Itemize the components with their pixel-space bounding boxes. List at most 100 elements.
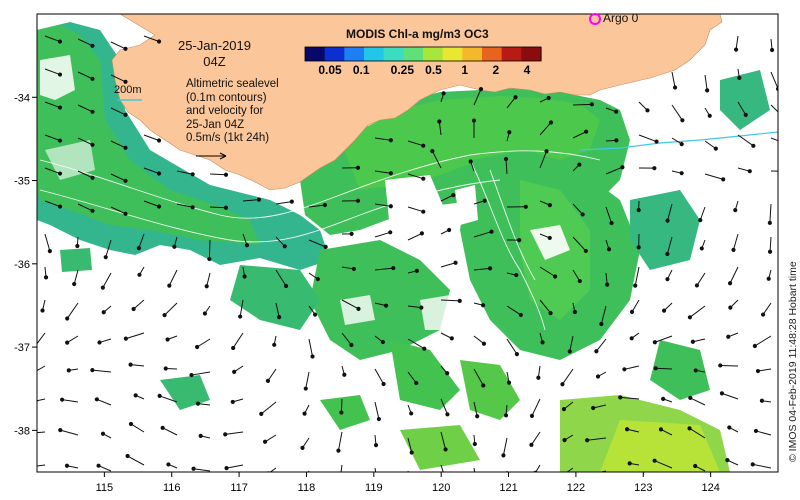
velocity-arrow (275, 199, 294, 205)
velocity-arrow (652, 335, 673, 345)
velocity-arrow (638, 101, 650, 113)
velocity-arrow (665, 236, 673, 257)
velocity-arrow (308, 305, 318, 317)
velocity-arrow (629, 299, 640, 314)
velocity-arrow (472, 434, 477, 447)
velocity-arrow (238, 299, 244, 319)
time-text: 04Z (203, 54, 226, 69)
colorbar-swatch (462, 47, 483, 61)
velocity-arrow (440, 298, 462, 304)
velocity-arrow (698, 206, 706, 223)
colorbar-swatch (324, 47, 345, 61)
colorbar-tick-label: 0.25 (390, 63, 415, 77)
velocity-arrow (440, 227, 452, 235)
velocity-arrow (605, 165, 625, 175)
velocity-arrow (503, 156, 509, 175)
velocity-arrow (40, 299, 46, 313)
velocity-arrow (719, 391, 739, 400)
desc-line: and velocity for (186, 105, 264, 117)
velocity-arrow (473, 198, 487, 205)
velocity-arrow (374, 230, 393, 238)
velocity-arrow (302, 404, 310, 416)
velocity-arrow (195, 338, 211, 350)
colorbar-swatch (501, 47, 522, 61)
velocity-arrow (737, 101, 748, 118)
velocity-arrow (341, 332, 354, 348)
velocity-arrow (699, 239, 706, 251)
velocity-arrow (77, 203, 95, 213)
velocity-arrow (440, 464, 444, 472)
velocity-arrow (407, 338, 427, 351)
velocity-arrow (374, 335, 386, 345)
velocity-arrow (506, 305, 523, 318)
velocity-arrow (172, 236, 178, 249)
velocity-arrow (638, 134, 659, 144)
velocity-arrow (262, 434, 277, 444)
velocity-arrow (671, 170, 684, 176)
x-tick-label: 123 (634, 482, 652, 494)
velocity-arrow (733, 200, 739, 213)
velocity-arrow (440, 365, 450, 376)
velocity-arrow (605, 272, 610, 287)
velocity-arrow (77, 170, 95, 180)
velocity-arrow (44, 68, 63, 77)
velocity-arrow (737, 134, 756, 148)
velocity-arrow (407, 268, 419, 274)
velocity-arrow (374, 302, 389, 308)
velocity-arrow (539, 233, 552, 241)
x-tick-label: 118 (298, 482, 316, 494)
velocity-arrow (468, 159, 475, 172)
velocity-arrow (209, 205, 229, 210)
velocity-arrow (661, 396, 673, 403)
velocity-arrow (638, 166, 657, 171)
desc-line: (0.1m contours) (186, 91, 267, 104)
x-tick-label: 117 (230, 482, 248, 494)
velocity-arrows (37, 35, 778, 472)
velocity-arrow (231, 332, 244, 351)
velocity-arrow (44, 233, 52, 254)
colorbar-swatch (383, 47, 404, 61)
velocity-arrow (407, 140, 426, 148)
velocity-arrow (272, 335, 277, 347)
chlorophyll-layer (37, 22, 770, 472)
velocity-arrow (624, 427, 640, 433)
x-tick-label: 120 (432, 482, 450, 494)
velocity-arrow (437, 119, 442, 136)
velocity-arrow (75, 236, 80, 249)
velocity-arrow (110, 41, 128, 51)
velocity-arrow (671, 71, 678, 90)
velocity-arrow (539, 95, 551, 103)
velocity-arrow (136, 233, 145, 251)
plot-frame (36, 13, 779, 473)
x-tick-label: 124 (701, 482, 719, 494)
y-tick-label: -37 (14, 342, 30, 354)
velocity-arrow (195, 401, 211, 406)
velocity-arrow (259, 401, 277, 417)
velocity-arrow (209, 172, 229, 177)
velocity-arrow (242, 197, 262, 202)
velocity-arrow (97, 338, 112, 345)
velocity-arrow (718, 363, 739, 368)
velocity-arrow (605, 239, 612, 252)
velocity-arrow (566, 467, 574, 472)
velocity-arrow (232, 365, 244, 374)
credit-text: © IMOS 04-Feb-2019 11:48:28 Hobart time (787, 261, 799, 462)
desc-line: 0.5m/s (1kt 24h) (186, 132, 270, 144)
velocity-arrow (341, 365, 347, 377)
velocity-arrow (633, 266, 640, 288)
velocity-arrow (300, 437, 310, 450)
velocity-arrow (341, 299, 361, 311)
velocity-arrow (671, 137, 684, 147)
velocity-arrow (539, 332, 545, 345)
velocity-arrow (529, 398, 541, 418)
velocity-arrow (143, 134, 162, 143)
colorbar-swatch (305, 47, 326, 61)
velocity-arrow (473, 335, 487, 346)
velocity-arrow (560, 368, 574, 387)
x-tick-label: 122 (567, 482, 585, 494)
velocity-arrow (131, 299, 145, 312)
velocity-arrow (77, 71, 95, 81)
velocity-arrow (627, 461, 640, 466)
velocity-arrow (473, 302, 486, 308)
velocity-arrow (198, 433, 211, 439)
